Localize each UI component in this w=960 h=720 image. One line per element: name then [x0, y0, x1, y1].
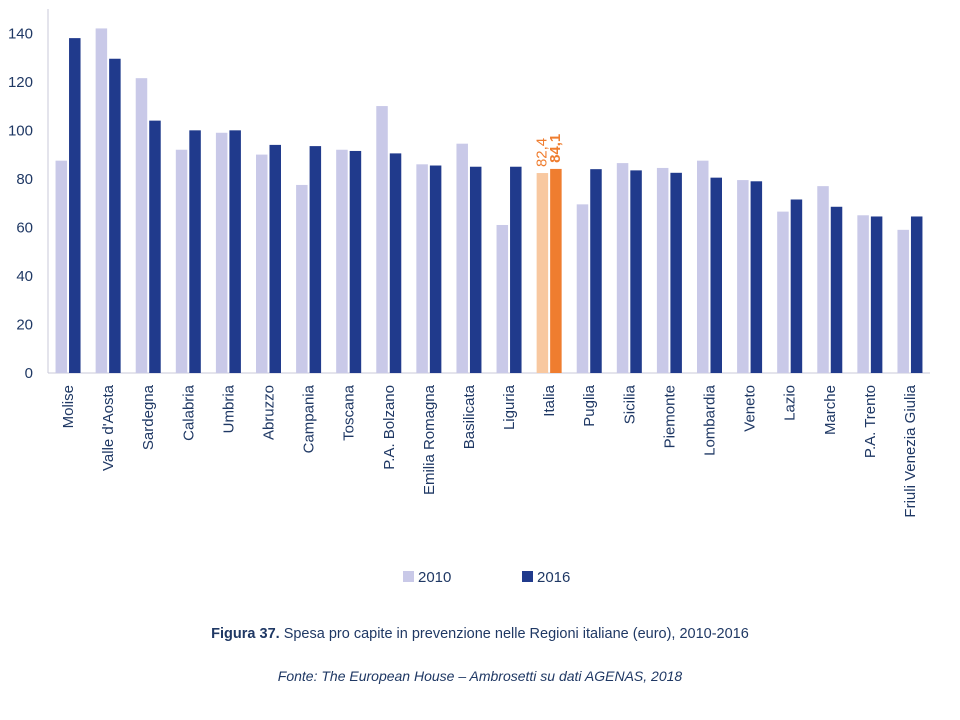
x-tick-label: Umbria: [220, 384, 237, 433]
y-tick-label: 140: [8, 25, 33, 42]
bar-2010-piemonte: [656, 167, 669, 373]
x-tick-label: Sardegna: [140, 384, 157, 450]
bar-2016-emilia-romagna: [429, 165, 442, 373]
figure-caption: Figura 37. Spesa pro capite in prevenzio…: [0, 626, 960, 642]
y-tick-label: 20: [16, 316, 33, 333]
bar-2016-campania: [309, 146, 322, 373]
bar-2010-basilicata: [456, 143, 468, 373]
bar-2016-abruzzo: [269, 144, 281, 373]
x-tick-label: Italia: [541, 384, 558, 416]
bar-2016-lazio: [790, 199, 803, 373]
x-tick-label: Lombardia: [702, 384, 719, 456]
bar-2010-molise: [55, 160, 68, 373]
bar-2010-sicilia: [616, 163, 629, 373]
x-tick-label: Puglia: [581, 384, 598, 426]
bar-2016-p-a-bolzano: [389, 153, 402, 373]
bar-2010-liguria: [496, 224, 509, 373]
figure-number: Figura 37.: [211, 626, 280, 642]
bar-2010-veneto: [737, 180, 749, 373]
x-tick-label: Friuli Venezia Giulia: [902, 384, 919, 517]
bar-2010-emilia-romagna: [416, 164, 428, 373]
bar-2016-veneto: [750, 181, 763, 373]
x-axis-labels: Molise Valle d'Aosta Sardegna Calabria Umbri…: [60, 384, 919, 517]
x-tick-label: P.A. Bolzano: [381, 385, 398, 470]
x-tick-label: Molise: [60, 385, 77, 428]
y-tick-label: 120: [8, 74, 33, 91]
x-tick-label: Toscana: [341, 384, 358, 441]
y-tick-label: 80: [16, 171, 33, 188]
x-tick-label: Valle d'Aosta: [100, 384, 117, 471]
y-tick-label: 60: [16, 219, 33, 236]
bar-2016-sicilia: [630, 170, 642, 373]
bar-2016-piemonte: [670, 172, 682, 373]
bar-2016-valle-d-aosta: [109, 58, 121, 373]
bar-2010-sardegna: [135, 78, 148, 373]
bar-2010-p-a-bolzano: [376, 106, 388, 374]
bar-2010-lombardia: [697, 160, 709, 373]
x-tick-label: P.A. Trento: [862, 385, 879, 458]
bar-2016-calabria: [189, 130, 201, 373]
bar-2016-umbria: [229, 130, 241, 373]
y-tick-label: 40: [16, 268, 33, 285]
x-tick-label: Lazio: [782, 385, 799, 421]
bar-2010-calabria: [175, 149, 188, 373]
bar-2010-umbria: [215, 132, 228, 373]
y-tick-label: 0: [25, 365, 33, 382]
bar-chart: 0 20 40 60 80 100 120 140 Molise Valle d'Aosta Sa…: [8, 9, 930, 586]
figure-caption-text: Spesa pro capite in prevenzione nelle Re…: [279, 626, 749, 642]
y-tick-label: 100: [8, 122, 33, 139]
x-tick-label: Liguria: [501, 384, 518, 430]
bar-2010-campania: [296, 184, 308, 373]
bar-2016-liguria: [510, 166, 522, 373]
bar-2016-basilicata: [469, 166, 482, 373]
figure-source: Fonte: The European House – Ambrosetti s…: [277, 668, 683, 684]
bar-2010-puglia: [576, 204, 589, 373]
bar-2016-puglia: [590, 169, 602, 373]
bar-2016-molise: [69, 38, 81, 374]
legend-swatch-2010: [403, 571, 414, 582]
legend-label-2010: 2010: [418, 569, 451, 586]
x-tick-label: Abruzzo: [261, 385, 278, 440]
bar-2010-abruzzo: [256, 154, 268, 373]
x-tick-label: Emilia Romagna: [421, 384, 438, 495]
bar-2010-italia: [536, 173, 549, 373]
x-tick-label: Sicilia: [621, 384, 638, 424]
bar-2016-p-a-trento: [870, 216, 883, 373]
x-tick-label: Veneto: [742, 385, 759, 432]
legend-label-2016: 2016: [537, 569, 570, 586]
bars: [55, 28, 923, 374]
x-tick-label: Campania: [301, 384, 318, 453]
bar-2010-p-a-trento: [857, 215, 869, 373]
x-tick-label: Calabria: [180, 384, 197, 441]
data-labels: 82,484,1: [533, 134, 564, 167]
legend: 2010 2016: [403, 569, 570, 586]
bar-2010-marche: [817, 186, 829, 373]
data-label-2010: 82,4: [533, 138, 550, 167]
bar-2010-friuli-venezia-giulia: [897, 229, 909, 373]
bar-2016-toscana: [349, 150, 362, 373]
bar-2016-sardegna: [149, 120, 161, 373]
bar-2010-lazio: [777, 211, 789, 373]
x-tick-label: Basilicata: [461, 384, 478, 449]
legend-swatch-2016: [522, 571, 533, 582]
bar-2016-lombardia: [710, 177, 722, 373]
bar-2010-valle-d-aosta: [95, 28, 108, 374]
bar-2016-marche: [830, 206, 843, 373]
x-tick-label: Marche: [822, 385, 839, 435]
data-label-2016: 84,1: [547, 134, 564, 163]
bar-2016-friuli-venezia-giulia: [910, 216, 923, 373]
bar-2016-italia: [550, 168, 562, 373]
bar-2010-toscana: [336, 149, 348, 373]
x-tick-label: Piemonte: [661, 385, 678, 448]
